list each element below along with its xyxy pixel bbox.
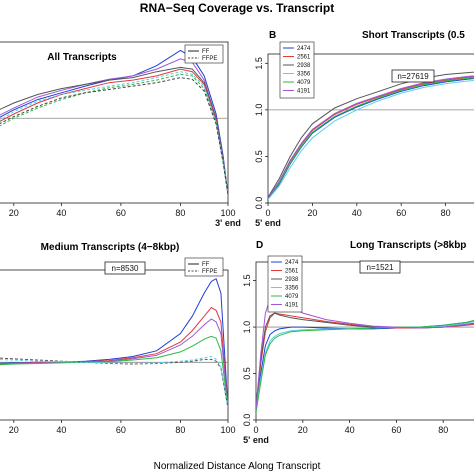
y-tick-label: 0.5 (242, 367, 252, 380)
series-line-FFPE (0, 71, 228, 195)
series-line-4079 (268, 77, 474, 199)
x-tick-label: 60 (116, 425, 126, 435)
legend-entry: 2474 (297, 46, 311, 52)
series-line-FFPE (0, 355, 228, 409)
legend-box (279, 41, 315, 99)
x-tick-label: 80 (175, 208, 185, 218)
series-line-3356 (256, 321, 474, 411)
y-tick-label: 0.5 (254, 150, 264, 163)
series-line-2474 (256, 321, 474, 411)
panel-c-title: Medium Transcripts (4−8kbp) (41, 242, 180, 253)
x-tick-label: 80 (441, 208, 451, 218)
x-tick-label: 60 (391, 425, 401, 435)
series-line-2938 (268, 71, 474, 198)
x-tick-label: 20 (9, 208, 19, 218)
series-line-4191 (256, 296, 474, 409)
x-tick-label: 0 (265, 208, 270, 218)
legend-entry: 4079 (285, 294, 299, 300)
series-line-FF (0, 335, 228, 409)
n-annotation-box (391, 69, 435, 83)
legend-entry: 3356 (297, 72, 311, 78)
x-tick-label: 100 (220, 425, 235, 435)
panel-d: D Long Transcripts (>8kbp 0 20 40 60 80 5' en… (242, 240, 474, 445)
series-line-FF (0, 306, 228, 409)
panel-c: Medium Transcripts (4−8kbp) 20 40 60 80 100 n… (0, 242, 236, 435)
x-tick-label: 80 (438, 425, 448, 435)
series-line-FF (0, 66, 228, 195)
legend-entry: 4191 (297, 89, 311, 95)
n-annotation: n=8530 (112, 264, 139, 273)
series-line-FFPE (0, 77, 228, 195)
legend-entry: FFPE (202, 269, 217, 275)
y-tick-label: 1.5 (242, 274, 252, 287)
n-annotation-box (104, 261, 146, 275)
x-tick-label: 20 (9, 425, 19, 435)
figure-title: RNA−Seq Coverage vs. Transcript (140, 1, 334, 15)
series-line-FFPE (0, 357, 228, 409)
y-tick-label: 0.0 (242, 414, 252, 427)
legend-box (184, 257, 224, 277)
legend-entry: 2938 (285, 277, 299, 283)
x-tick-label: 0 (253, 425, 258, 435)
legend-entry: FF (202, 49, 210, 55)
x-tick-label: 40 (56, 425, 66, 435)
x-start-label: 5' end (243, 435, 269, 445)
legend-entry: 4191 (285, 303, 299, 309)
n-annotation-box (359, 260, 401, 274)
series-line-3356 (268, 79, 474, 200)
panel-d-letter: D (256, 240, 263, 251)
x-tick-label: 40 (352, 208, 362, 218)
y-tick-label: 1.0 (242, 321, 252, 334)
legend-entry: 2938 (297, 63, 311, 69)
series-line-FFPE (0, 73, 228, 195)
plot-frame (267, 53, 474, 204)
legend-entry: 4079 (297, 80, 311, 86)
series-line-FF (0, 277, 228, 409)
legend-box (184, 44, 224, 64)
panel-d-title: Long Transcripts (>8kbp (350, 240, 466, 251)
legend-entry: 2474 (285, 260, 299, 266)
figure-xlabel: Normalized Distance Along Transcript (154, 461, 321, 472)
x-tick-label: 20 (307, 208, 317, 218)
series-line-4191 (268, 75, 474, 199)
x-tick-label: 80 (175, 425, 185, 435)
x-tick-label: 40 (345, 425, 355, 435)
y-tick-label: 1.5 (254, 57, 264, 70)
panel-b: B Short Transcripts (0.5 0 20 40 60 80 5' end… (254, 30, 474, 228)
series-line-FF (0, 49, 228, 195)
series-line-4079 (256, 319, 474, 413)
panel-a-title: All Transcripts (47, 52, 117, 63)
plot-frame (0, 41, 229, 204)
n-annotation: n=27619 (397, 72, 429, 81)
series-line-FF (0, 318, 228, 409)
panel-b-letter: B (269, 30, 276, 41)
panel-b-title: Short Transcripts (0.5 (362, 30, 465, 41)
legend-entry: FFPE (202, 56, 217, 62)
series-line-FF (0, 68, 228, 195)
legend-entry: 3356 (285, 286, 299, 292)
legend-box (267, 255, 303, 313)
n-annotation: n=1521 (367, 263, 394, 272)
x-end-label: 3' end (215, 218, 241, 228)
x-tick-label: 60 (396, 208, 406, 218)
legend-entry: 2561 (297, 55, 311, 61)
legend-entry: FF (202, 262, 210, 268)
y-tick-label: 1.0 (254, 104, 264, 117)
x-start-label: 5' end (255, 218, 281, 228)
legend-entry: 2561 (285, 269, 299, 275)
x-tick-label: 100 (220, 208, 235, 218)
x-tick-label: 60 (116, 208, 126, 218)
x-tick-label: 20 (298, 425, 308, 435)
y-tick-label: 0.0 (254, 197, 264, 210)
x-tick-label: 40 (56, 208, 66, 218)
